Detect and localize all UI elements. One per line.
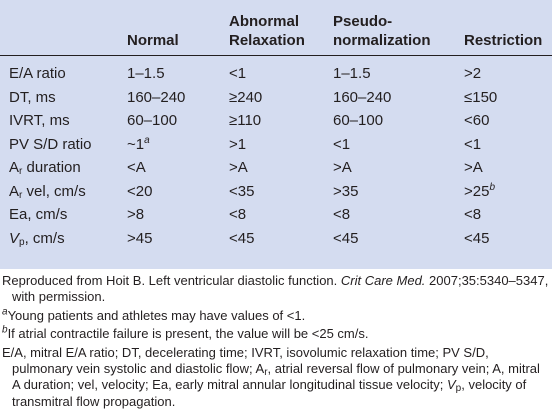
cell-restriction: <8 bbox=[464, 206, 482, 223]
cell-normal: >45 bbox=[127, 229, 153, 247]
table-notes: Reproduced from Hoit B. Left ventricular… bbox=[2, 273, 550, 410]
footnote-marker: b bbox=[489, 181, 496, 193]
footnote-a: aYoung patients and athletes may have va… bbox=[2, 306, 306, 323]
cell-normal: <20 bbox=[127, 182, 153, 200]
cell-abnormal-relaxation: >1 bbox=[229, 135, 247, 153]
table-row: DT, ms 160–240 ≥240 160–240 ≤150 bbox=[0, 86, 552, 110]
cell-pseudonormalization: >35 bbox=[333, 182, 359, 200]
cell-pseudonormalization: <8 bbox=[333, 206, 351, 223]
cell-normal: >8 bbox=[127, 206, 145, 223]
cell-abnormal-relaxation: <8 bbox=[229, 206, 247, 223]
cell-restriction: <1 bbox=[464, 135, 482, 153]
header-line: normalization bbox=[333, 32, 431, 49]
footnote-marker: a bbox=[144, 134, 150, 146]
table-row: PV S/D ratio ~1a >1 <1 <1 bbox=[0, 133, 552, 157]
cell-pseudonormalization: 60–100 bbox=[333, 112, 384, 129]
cell-value: >25 bbox=[464, 182, 490, 200]
table-row: E/A ratio 1–1.5 <1 1–1.5 >2 bbox=[0, 56, 552, 86]
header-line: Pseudo- bbox=[333, 13, 393, 30]
cell-restriction: ≤150 bbox=[464, 88, 498, 106]
header-line: Normal bbox=[127, 32, 179, 49]
header-line: Restriction bbox=[464, 32, 543, 49]
header-cell-empty bbox=[0, 0, 127, 56]
row-label: Vp, cm/s bbox=[9, 229, 65, 248]
cell-pseudonormalization: 160–240 bbox=[333, 88, 392, 106]
header-normal: Normal bbox=[127, 0, 229, 56]
cell-abnormal-relaxation: ≥240 bbox=[229, 88, 263, 106]
cell-pseudonormalization: <1 bbox=[333, 135, 351, 153]
header-pseudonormalization: Pseudo-normalization bbox=[333, 0, 464, 56]
cell-normal: ~1a bbox=[127, 133, 229, 157]
cell-restriction: >2 bbox=[464, 65, 482, 82]
table-background: Normal Abnormal Relaxation Pseudo-normali… bbox=[0, 0, 552, 269]
table-row: Vp, cm/s >45 <45 <45 <45 bbox=[0, 227, 552, 251]
cell-restriction: >25b bbox=[464, 180, 552, 204]
table-row: Ar duration <A >A >A >A bbox=[0, 156, 552, 180]
diastolic-function-table: Normal Abnormal Relaxation Pseudo-normali… bbox=[0, 0, 552, 251]
cell-normal: 1–1.5 bbox=[127, 65, 165, 82]
row-label: IVRT, ms bbox=[9, 112, 70, 129]
row-label: PV S/D ratio bbox=[9, 135, 92, 153]
table-row: Ea, cm/s >8 <8 <8 <8 bbox=[0, 203, 552, 227]
cell-abnormal-relaxation: <45 bbox=[229, 229, 255, 247]
header-restriction: Restriction bbox=[464, 0, 552, 56]
row-label: Ar vel, cm/s bbox=[9, 182, 86, 201]
row-label: Ar duration bbox=[9, 159, 81, 177]
cell-abnormal-relaxation: <1 bbox=[229, 65, 247, 82]
cell-abnormal-relaxation: <35 bbox=[229, 182, 255, 200]
cell-pseudonormalization: >A bbox=[333, 159, 352, 176]
cell-normal: <A bbox=[127, 159, 146, 176]
cell-restriction: <45 bbox=[464, 229, 490, 247]
cell-restriction: >A bbox=[464, 159, 483, 176]
row-label: Ea, cm/s bbox=[9, 206, 68, 223]
cell-normal: 160–240 bbox=[127, 88, 186, 106]
cell-normal: 60–100 bbox=[127, 112, 178, 129]
table-row: IVRT, ms 60–100 ≥110 60–100 <60 bbox=[0, 109, 552, 133]
cell-restriction: <60 bbox=[464, 112, 490, 129]
footnote-b: bIf atrial contractile failure is presen… bbox=[2, 324, 369, 342]
header-line: Relaxation bbox=[229, 32, 305, 49]
abbreviations: E/A, mitral E/A ratio; DT, decelerating … bbox=[2, 344, 543, 409]
cell-pseudonormalization: 1–1.5 bbox=[333, 65, 371, 82]
row-label: DT, ms bbox=[9, 88, 56, 106]
row-label: E/A ratio bbox=[9, 65, 66, 82]
cell-abnormal-relaxation: ≥110 bbox=[229, 112, 262, 129]
cell-abnormal-relaxation: >A bbox=[229, 159, 248, 176]
header-row: Normal Abnormal Relaxation Pseudo-normali… bbox=[0, 0, 552, 56]
cell-pseudonormalization: <45 bbox=[333, 229, 359, 247]
table-row: Ar vel, cm/s <20 <35 >35 >25b bbox=[0, 180, 552, 204]
header-line: Abnormal bbox=[229, 13, 300, 30]
header-abnormal-relaxation: Abnormal Relaxation bbox=[229, 0, 333, 56]
source-citation: Reproduced from Hoit B. Left ventricular… bbox=[2, 273, 552, 305]
cell-value: ~1 bbox=[127, 135, 145, 153]
